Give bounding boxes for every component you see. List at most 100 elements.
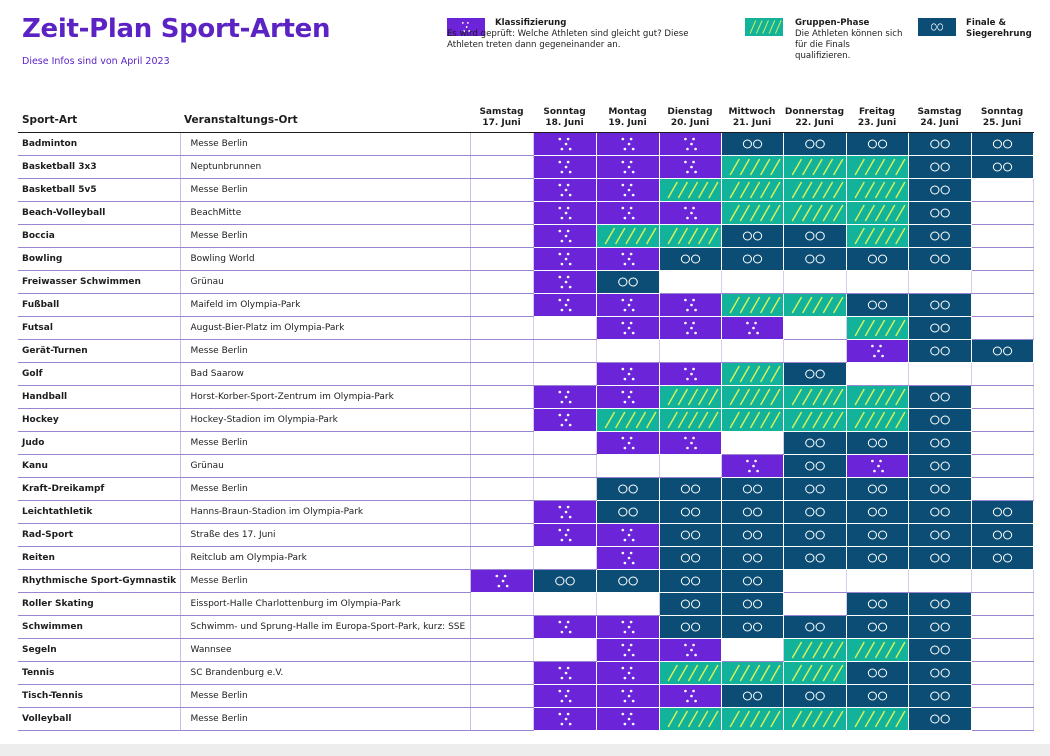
final-rings-icon — [659, 501, 721, 523]
final-cell — [908, 316, 972, 340]
group-stripes-icon — [846, 317, 908, 339]
final-rings-icon — [721, 570, 783, 592]
final-rings-icon — [908, 340, 971, 362]
final-rings-icon — [846, 248, 908, 270]
sport-name: Basketball 3x3 — [18, 155, 181, 179]
final-rings-icon — [908, 386, 971, 408]
empty-cell — [470, 247, 534, 271]
final-rings-icon — [908, 156, 971, 178]
sport-name: Futsal — [18, 316, 181, 340]
column-header-day: Mittwoch 21. Juni — [721, 96, 783, 133]
venue-name: Maifeld im Olympia-Park — [180, 293, 471, 317]
sport-name: Badminton — [18, 132, 181, 156]
column-header-day: Donnerstag 22. Juni — [783, 96, 846, 133]
classification-cell — [596, 316, 660, 340]
final-rings-icon — [971, 524, 1033, 546]
classification-cell — [596, 661, 660, 685]
final-rings-icon — [783, 616, 846, 638]
empty-cell — [470, 339, 534, 363]
classification-cell — [659, 431, 722, 455]
empty-cell — [470, 178, 534, 202]
venue-name: Grünau — [180, 454, 471, 478]
final-cell — [783, 247, 847, 271]
final-cell — [846, 431, 909, 455]
empty-cell — [596, 592, 660, 616]
venue-name: SC Brandenburg e.V. — [180, 661, 471, 685]
group-stripes-icon — [659, 662, 721, 684]
final-cell — [721, 500, 784, 524]
final-rings-icon — [659, 616, 721, 638]
classification-dots-icon — [596, 524, 659, 546]
final-cell — [783, 431, 847, 455]
sport-name: Segeln — [18, 638, 181, 662]
final-cell — [659, 592, 722, 616]
group-stripes-icon — [783, 409, 846, 431]
day-name: Freitag — [858, 107, 896, 117]
final-rings-icon — [783, 432, 846, 454]
classification-cell — [533, 385, 597, 409]
final-cell — [908, 546, 972, 570]
final-cell — [908, 385, 972, 409]
day-name: Dienstag — [667, 107, 713, 117]
group-phase-cell — [846, 155, 909, 179]
empty-cell — [470, 707, 534, 731]
final-cell — [908, 132, 972, 156]
final-rings-icon — [846, 478, 908, 500]
group-phase-cell — [783, 201, 847, 225]
final-cell — [846, 132, 909, 156]
legend-group-phase: Gruppen-Phase Die Athleten können sich f… — [745, 18, 905, 62]
final-cell — [908, 431, 972, 455]
final-cell — [721, 569, 784, 593]
classification-dots-icon — [721, 317, 783, 339]
final-cell — [659, 615, 722, 639]
empty-cell — [659, 454, 722, 478]
final-rings-icon — [908, 432, 971, 454]
legend-classification-desc: Es wird geprüft: Welche Athleten sind gl… — [447, 29, 689, 50]
group-stripes-icon — [846, 639, 908, 661]
final-rings-icon — [908, 593, 971, 615]
classification-dots-icon — [533, 133, 596, 155]
final-rings-icon — [783, 133, 846, 155]
empty-cell — [971, 615, 1034, 639]
final-rings-icon — [783, 455, 846, 477]
schedule-table: Sport-Art Veranstaltungs-Ort Samstag 17. … — [18, 96, 1034, 731]
empty-cell — [971, 178, 1034, 202]
classification-cell — [659, 201, 722, 225]
classification-dots-icon — [846, 455, 908, 477]
final-rings-icon — [721, 225, 783, 247]
column-header-day: Montag 19. Juni — [596, 96, 659, 133]
final-cell — [721, 132, 784, 156]
final-cell — [721, 247, 784, 271]
final-cell — [971, 546, 1034, 570]
classification-cell — [470, 569, 534, 593]
day-date: 21. Juni — [732, 118, 772, 128]
final-cell — [908, 523, 972, 547]
final-rings-icon — [721, 547, 783, 569]
column-header-day: Sonntag 25. Juni — [971, 96, 1033, 133]
classification-dots-icon — [596, 708, 659, 730]
group-phase-cell — [783, 638, 847, 662]
table-row: Golf Bad Saarow — [18, 362, 1034, 386]
group-stripes-icon — [721, 409, 783, 431]
sport-name: Roller Skating — [18, 592, 181, 616]
final-cell — [596, 270, 660, 294]
final-cell — [659, 546, 722, 570]
empty-cell — [971, 661, 1034, 685]
day-date: 23. Juni — [857, 118, 897, 128]
table-row: Schwimmen Schwimm- und Sprung-Halle im Eu… — [18, 615, 1034, 639]
classification-dots-icon — [659, 156, 721, 178]
empty-cell — [659, 339, 722, 363]
group-stripes-icon — [846, 156, 908, 178]
classification-dots-icon — [533, 616, 596, 638]
table-row: Kanu Grünau — [18, 454, 1034, 478]
classification-dots-icon — [533, 501, 596, 523]
venue-name: Bowling World — [180, 247, 471, 271]
classification-cell — [596, 615, 660, 639]
day-name: Montag — [608, 107, 647, 117]
empty-cell — [971, 247, 1034, 271]
day-name: Samstag — [479, 107, 524, 117]
final-cell — [971, 155, 1034, 179]
sport-name: Golf — [18, 362, 181, 386]
classification-cell — [596, 546, 660, 570]
classification-dots-icon — [596, 386, 659, 408]
